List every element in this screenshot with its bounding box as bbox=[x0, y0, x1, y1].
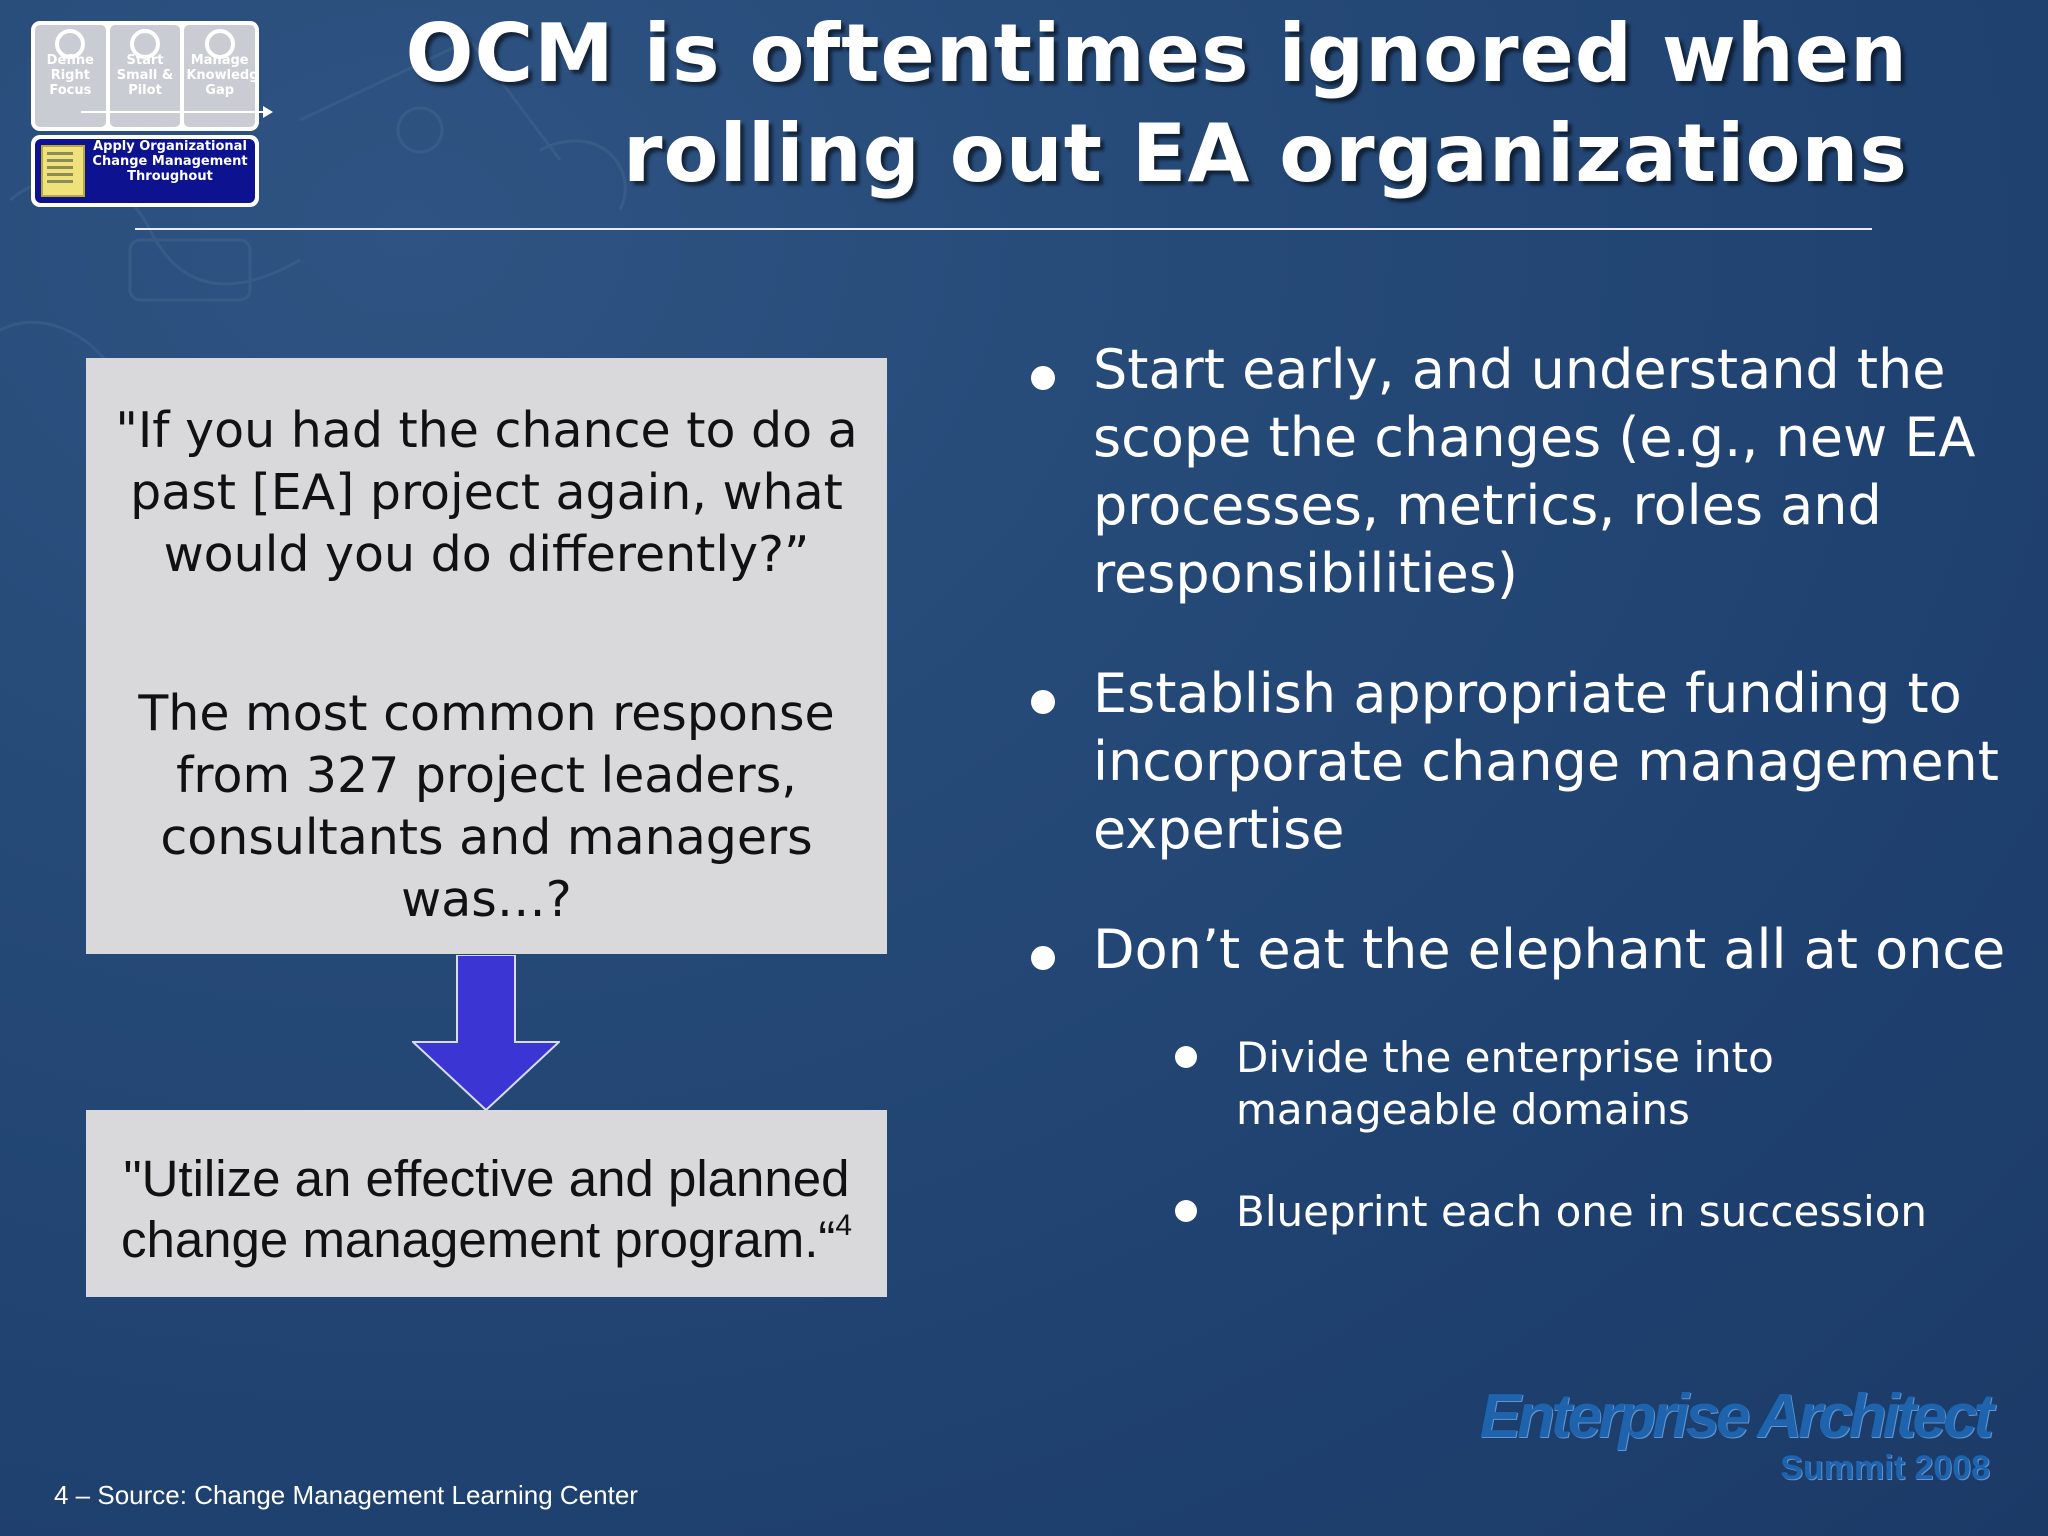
circle-icon bbox=[130, 29, 160, 59]
process-step-label: Start Small & Pilot bbox=[116, 53, 174, 98]
source-footnote: 4 – Source: Change Management Learning C… bbox=[54, 1480, 638, 1510]
process-step-define-focus: Define Right Focus bbox=[35, 25, 106, 127]
ocm-step-box: Apply Organizational Change Management T… bbox=[31, 135, 259, 207]
process-step-label: Define Right Focus bbox=[46, 53, 94, 98]
survey-question: "If you had the chance to do a past [EA]… bbox=[115, 402, 858, 583]
process-step-start-small: Start Small & Pilot bbox=[109, 25, 181, 127]
circle-icon bbox=[55, 29, 86, 59]
title-divider bbox=[135, 228, 1872, 230]
logo-name: Enterprise Architect bbox=[1479, 1382, 1994, 1451]
sub-bullet-item: Blueprint each one in succession bbox=[1093, 1186, 2025, 1238]
answer-box: "Utilize an effective and planned change… bbox=[86, 1110, 887, 1297]
process-step-manage-knowledge: Manage Knowledge Gap bbox=[184, 25, 256, 127]
bullet-item: Establish appropriate funding to incorpo… bbox=[1025, 660, 2025, 864]
arrow-right-icon bbox=[81, 106, 273, 118]
survey-answer: "Utilize an effective and planned change… bbox=[120, 1150, 850, 1268]
survey-answer-intro: The most common response from 327 projec… bbox=[138, 685, 835, 928]
circle-icon bbox=[204, 29, 235, 59]
ocm-step-label: Apply Organizational Change Management T… bbox=[92, 139, 248, 184]
bullet-list: Start early, and understand the scope th… bbox=[1025, 336, 2025, 1238]
question-box: "If you had the chance to do a past [EA]… bbox=[86, 358, 887, 954]
bullet-item-text: Don’t eat the elephant all at once bbox=[1093, 918, 2006, 981]
footnote-reference: 4 bbox=[835, 1209, 853, 1242]
summit-logo: Enterprise Architect Summit 2008 bbox=[1479, 1382, 1994, 1487]
logo-subtitle: Summit 2008 bbox=[1780, 1449, 1990, 1487]
process-step-label: Manage Knowledge Gap bbox=[186, 53, 256, 98]
document-icon bbox=[41, 145, 85, 197]
slide-title: OCM is oftentimes ignored when rolling o… bbox=[348, 4, 1908, 204]
bullet-item: Start early, and understand the scope th… bbox=[1025, 336, 2025, 608]
bullet-item: Don’t eat the elephant all at once Divid… bbox=[1025, 916, 2025, 1238]
process-steps-diagram: Define Right Focus Start Small & Pilot M… bbox=[31, 21, 273, 131]
down-arrow-icon bbox=[412, 955, 560, 1111]
sub-bullet-item: Divide the enterprise into manageable do… bbox=[1093, 1032, 2025, 1136]
sub-bullet-list: Divide the enterprise into manageable do… bbox=[1093, 1032, 2025, 1238]
slide-title-line-2: rolling out EA organizations bbox=[623, 107, 1908, 200]
slide-title-line-1: OCM is oftentimes ignored when bbox=[405, 7, 1908, 100]
